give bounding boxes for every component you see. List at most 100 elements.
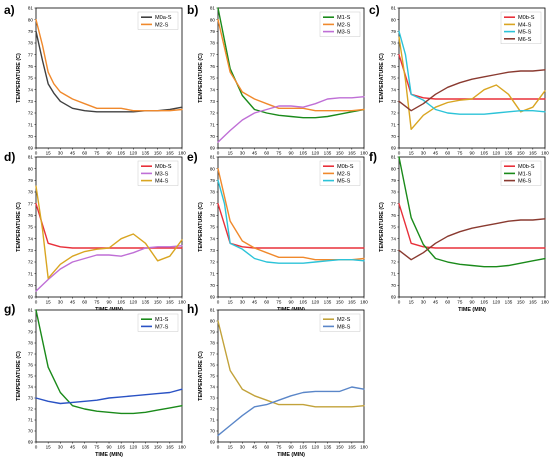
y-tick-label: 71 — [28, 418, 34, 423]
legend-entry: M3-S — [337, 30, 351, 36]
x-tick-label: 15 — [228, 445, 234, 450]
panel-label: f) — [369, 150, 377, 164]
x-tick-label: 30 — [240, 300, 246, 305]
x-tick-label: 45 — [252, 445, 258, 450]
x-tick-label: 105 — [117, 445, 125, 450]
x-tick-label: 120 — [311, 151, 319, 156]
x-tick-label: 75 — [276, 300, 282, 305]
y-tick-label: 72 — [28, 111, 34, 116]
x-tick-label: 75 — [276, 445, 282, 450]
y-tick-label: 72 — [210, 260, 216, 265]
x-tick-label: 15 — [46, 300, 52, 305]
y-tick-label: 72 — [391, 111, 397, 116]
legend: M0b-SM3-S M4-S — [137, 160, 179, 186]
x-tick-label: 30 — [58, 151, 64, 156]
x-tick-label: 45 — [252, 151, 258, 156]
legend-entry: M8-S — [337, 324, 351, 330]
legend-entry: M0b-S — [518, 164, 535, 170]
panel-g: g)0 15 30 45 60 75 90 105 120 135 150 165 1806970717… — [4, 302, 186, 457]
legend-entry: M1-S — [155, 317, 169, 323]
legend-entry: M0b-S — [518, 15, 535, 21]
y-tick-label: 81 — [28, 6, 34, 11]
x-tick-label: 105 — [117, 300, 125, 305]
y-tick-label: 77 — [210, 52, 216, 57]
panel-label: d) — [4, 150, 15, 164]
x-tick-label: 90 — [106, 300, 112, 305]
panel-label: c) — [369, 3, 380, 17]
x-tick-label: 75 — [276, 151, 282, 156]
panel-label: h) — [187, 302, 198, 316]
y-tick-label: 81 — [210, 155, 216, 160]
legend-entry: M5-S — [518, 30, 532, 36]
y-tick-label: 74 — [391, 236, 397, 241]
series-line-M2-S — [217, 320, 365, 408]
x-tick-label: 30 — [58, 300, 64, 305]
panel-label: g) — [4, 302, 15, 316]
y-tick-label: 73 — [210, 396, 216, 401]
y-tick-label: 70 — [391, 134, 397, 139]
x-tick-label: 180 — [541, 151, 549, 156]
x-tick-label: 180 — [178, 300, 186, 305]
y-axis-label: TEMPERATURE (C) — [16, 53, 22, 103]
y-tick-label: 75 — [28, 225, 34, 230]
series-line-M2-S — [217, 18, 365, 112]
x-tick-label: 0 — [35, 151, 38, 156]
x-tick-label: 15 — [228, 300, 234, 305]
y-tick-label: 77 — [28, 52, 34, 57]
y-tick-label: 81 — [391, 155, 397, 160]
x-tick-label: 165 — [348, 300, 356, 305]
x-tick-label: 30 — [240, 445, 246, 450]
legend-entry: M0b-S — [337, 164, 354, 170]
x-tick-label: 0 — [217, 445, 220, 450]
x-tick-label: 180 — [360, 445, 368, 450]
y-tick-label: 80 — [28, 319, 34, 324]
x-tick-label: 165 — [166, 300, 174, 305]
x-tick-label: 75 — [94, 151, 100, 156]
legend-entry: M6-S — [518, 37, 532, 43]
y-tick-label: 72 — [28, 260, 34, 265]
x-tick-label: 15 — [46, 445, 52, 450]
x-tick-label: 75 — [457, 300, 463, 305]
x-tick-label: 60 — [264, 151, 270, 156]
y-tick-label: 77 — [210, 352, 216, 357]
y-tick-label: 80 — [28, 17, 34, 22]
legend-entry: M1-S — [337, 15, 351, 21]
y-axis-label: TEMPERATURE (C) — [198, 202, 204, 252]
y-tick-label: 71 — [210, 271, 216, 276]
panel-label: e) — [187, 150, 198, 164]
y-tick-label: 69 — [391, 295, 397, 300]
x-tick-label: 135 — [505, 300, 513, 305]
series-line-M5-S — [217, 179, 365, 264]
y-tick-label: 69 — [210, 295, 216, 300]
y-tick-label: 76 — [28, 363, 34, 368]
y-tick-label: 69 — [28, 146, 34, 151]
y-axis-label: TEMPERATURE (C) — [198, 351, 204, 401]
y-axis-label: TEMPERATURE (C) — [16, 202, 22, 252]
x-tick-label: 120 — [311, 445, 319, 450]
x-tick-label: 150 — [154, 445, 162, 450]
y-tick-label: 70 — [210, 283, 216, 288]
y-axis-label: TEMPERATURE (C) — [379, 53, 385, 103]
x-tick-label: 105 — [299, 151, 307, 156]
y-tick-label: 75 — [210, 76, 216, 81]
y-tick-label: 73 — [391, 248, 397, 253]
y-tick-label: 81 — [28, 308, 34, 313]
x-tick-label: 90 — [288, 300, 294, 305]
y-tick-label: 77 — [391, 201, 397, 206]
plot-frame — [35, 309, 183, 443]
y-tick-label: 77 — [28, 201, 34, 206]
series-line-M7-S — [35, 388, 183, 405]
legend: M0b-SM4-S M5-SM6-S — [500, 11, 542, 44]
y-tick-label: 76 — [210, 64, 216, 69]
x-tick-label: 60 — [445, 151, 451, 156]
x-tick-label: 45 — [433, 300, 439, 305]
x-tick-label: 180 — [360, 300, 368, 305]
x-tick-label: 15 — [228, 151, 234, 156]
panel-f: f)0 15 30 45 60 75 90 105 120 135 150 165 1806970717… — [369, 150, 549, 313]
y-tick-label: 76 — [391, 64, 397, 69]
panel-label: b) — [187, 3, 198, 17]
y-tick-label: 70 — [28, 134, 34, 139]
x-tick-label: 150 — [154, 300, 162, 305]
x-axis-label: TIME (MIN) — [95, 452, 123, 457]
y-tick-label: 74 — [28, 236, 34, 241]
